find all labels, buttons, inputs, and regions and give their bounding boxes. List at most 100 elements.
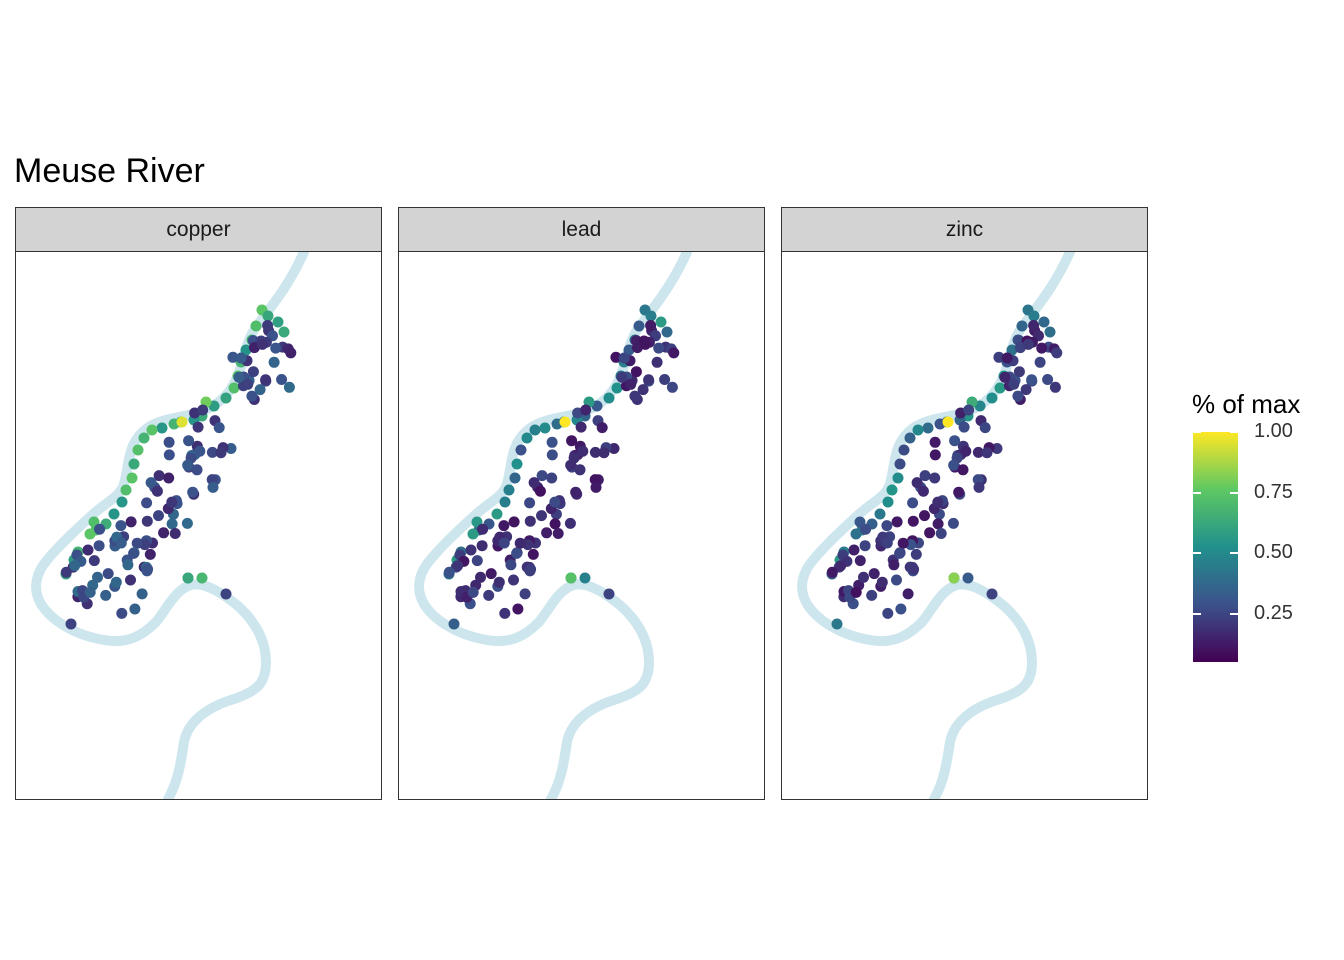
sample-point bbox=[515, 444, 527, 456]
sample-point bbox=[1022, 338, 1034, 350]
sample-point bbox=[882, 496, 894, 508]
sample-point bbox=[1016, 320, 1028, 332]
sample-point bbox=[1013, 366, 1025, 378]
sample-point bbox=[1049, 381, 1061, 393]
sample-point bbox=[960, 445, 972, 457]
sample-point bbox=[616, 371, 628, 383]
sample-point bbox=[1012, 390, 1024, 402]
sample-point bbox=[128, 547, 140, 559]
sample-point bbox=[932, 518, 944, 530]
sample-point bbox=[242, 378, 254, 390]
sample-point bbox=[528, 477, 540, 489]
sample-point bbox=[508, 574, 519, 586]
sample-point bbox=[929, 449, 941, 461]
sample-point bbox=[892, 472, 904, 484]
strip-label-lead: lead bbox=[398, 207, 765, 252]
sample-point bbox=[88, 555, 100, 567]
sample-point bbox=[187, 486, 199, 498]
sample-point bbox=[247, 366, 259, 378]
sample-point bbox=[207, 481, 219, 493]
sample-point bbox=[618, 352, 630, 364]
sample-point bbox=[902, 588, 914, 600]
sample-point bbox=[194, 445, 206, 457]
sample-point bbox=[630, 366, 642, 378]
sample-point bbox=[546, 472, 558, 484]
sample-point bbox=[163, 436, 175, 448]
sample-point bbox=[519, 588, 531, 600]
strip-label-zinc: zinc bbox=[781, 207, 1148, 252]
sample-point bbox=[272, 316, 284, 328]
sample-point bbox=[182, 572, 194, 584]
sample-point bbox=[142, 563, 154, 575]
sample-point bbox=[128, 458, 140, 470]
sample-point bbox=[633, 320, 645, 332]
sample-point bbox=[1038, 316, 1050, 328]
sample-point bbox=[254, 384, 266, 396]
sample-point bbox=[559, 416, 571, 428]
sample-point bbox=[653, 342, 665, 354]
sample-point bbox=[169, 528, 181, 539]
sample-point bbox=[92, 571, 103, 583]
sample-point bbox=[262, 320, 274, 331]
sample-point bbox=[552, 528, 564, 539]
sample-point bbox=[129, 603, 141, 615]
sample-point bbox=[443, 566, 455, 578]
sample-point bbox=[962, 572, 974, 584]
sample-point bbox=[882, 607, 894, 619]
sample-point bbox=[888, 559, 900, 571]
river-line bbox=[31, 252, 309, 799]
map-plot-lead bbox=[398, 251, 765, 800]
sample-point bbox=[283, 381, 295, 393]
sample-point bbox=[1001, 352, 1013, 364]
sample-point bbox=[491, 508, 503, 520]
sample-point bbox=[141, 497, 153, 509]
sample-point bbox=[131, 537, 143, 549]
sample-point bbox=[986, 588, 998, 600]
sample-point bbox=[136, 588, 148, 600]
sample-point bbox=[1051, 347, 1063, 359]
sample-point bbox=[953, 486, 965, 498]
map-svg-zinc bbox=[797, 252, 1075, 799]
sample-point bbox=[467, 528, 479, 540]
sample-point bbox=[826, 566, 838, 578]
sample-point bbox=[512, 603, 524, 615]
sample-point bbox=[499, 496, 511, 508]
sample-point bbox=[948, 572, 960, 584]
sample-point bbox=[1042, 374, 1054, 385]
sample-point bbox=[645, 310, 657, 322]
sample-point bbox=[227, 351, 239, 363]
legend-tick-label: 0.75 bbox=[1254, 480, 1293, 503]
sample-point bbox=[262, 310, 274, 322]
sample-point bbox=[250, 320, 262, 332]
sample-point bbox=[963, 404, 975, 416]
sample-point bbox=[260, 374, 272, 386]
sample-point bbox=[580, 404, 592, 416]
sample-point bbox=[524, 515, 536, 527]
sample-point bbox=[661, 326, 673, 338]
sample-point bbox=[220, 392, 232, 404]
sample-point bbox=[860, 523, 872, 535]
sample-point bbox=[603, 588, 615, 600]
sample-point bbox=[897, 537, 909, 549]
sample-point bbox=[509, 472, 521, 484]
legend-tick bbox=[1193, 552, 1238, 555]
sample-point bbox=[69, 560, 81, 572]
river-line bbox=[414, 252, 692, 799]
sample-point bbox=[141, 515, 153, 527]
sample-point bbox=[949, 435, 961, 447]
sample-point bbox=[228, 382, 240, 394]
sample-point bbox=[907, 515, 919, 527]
sample-point bbox=[499, 607, 511, 619]
panel-lead: lead bbox=[398, 207, 765, 800]
sample-point bbox=[850, 528, 862, 540]
sample-point bbox=[973, 481, 985, 493]
sample-point bbox=[122, 559, 134, 571]
panel-zinc: zinc bbox=[781, 207, 1148, 800]
sample-point bbox=[1026, 374, 1038, 386]
legend-tick bbox=[1193, 612, 1238, 615]
sample-point bbox=[881, 537, 893, 549]
sample-point bbox=[929, 472, 941, 484]
sample-point bbox=[972, 446, 984, 458]
sample-point bbox=[994, 382, 1006, 394]
sample-point bbox=[181, 517, 193, 529]
